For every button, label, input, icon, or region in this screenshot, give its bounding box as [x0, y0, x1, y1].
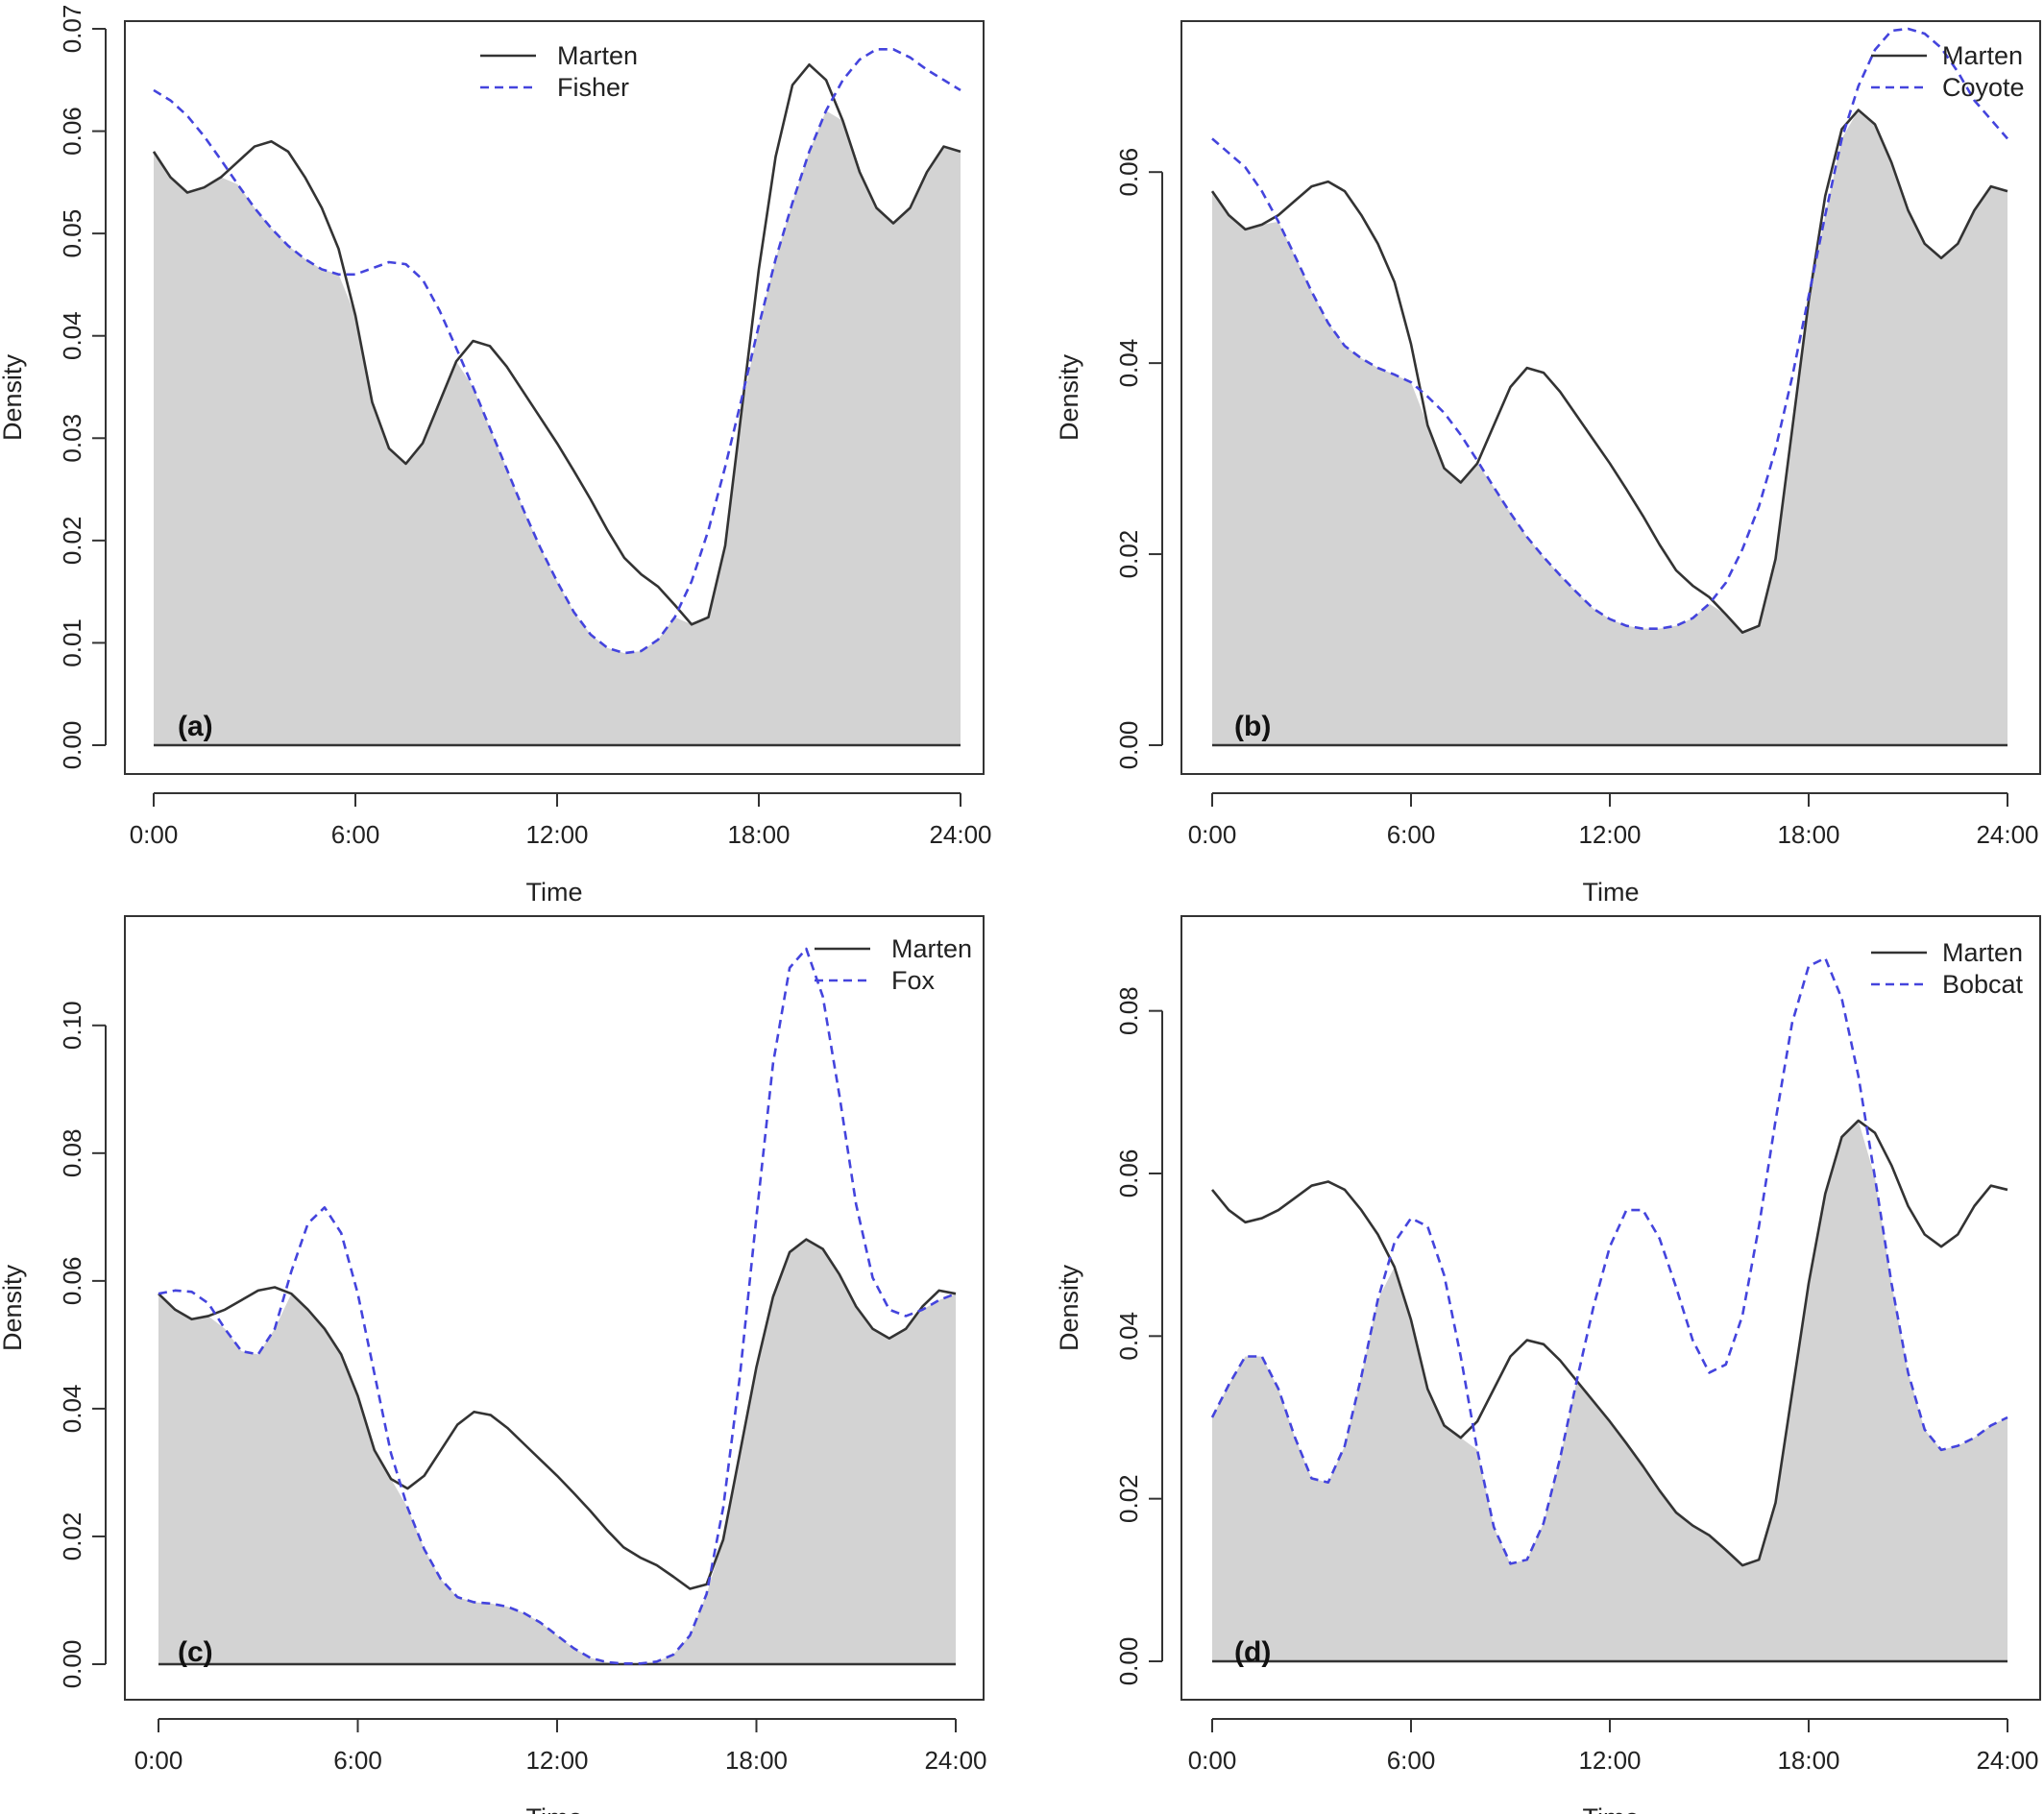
y-tick-label: 0.08	[1114, 986, 1143, 1035]
overlap-area	[1212, 109, 2008, 746]
y-tick-label: 0.02	[1114, 1474, 1143, 1523]
x-tick-label: 24:00	[1976, 1746, 2038, 1775]
series-line-fox	[158, 947, 957, 1665]
y-tick-label: 0.03	[58, 414, 86, 463]
chart-panel-1: 0:00 6:00 12:00 18:00 24:00 Time 0.00 0.02 0.04 0…	[1055, 20, 2041, 907]
series-line-marten	[1210, 109, 2008, 634]
panel-label: (c)	[178, 1636, 213, 1668]
x-tick-label: 0:00	[1188, 820, 1237, 849]
x-tick-label: 24:00	[924, 1746, 986, 1775]
legend-label-bobcat: Bobcat	[1942, 970, 2024, 999]
series-line-marten	[158, 1238, 957, 1590]
series-line-bobcat	[1210, 956, 2008, 1565]
y-tick-label: 0.07	[58, 5, 86, 54]
series-line-marten	[1210, 1119, 2008, 1567]
legend-label-marten: Marten	[557, 41, 638, 70]
plot-frame	[1180, 915, 2041, 1701]
legend-label-marten: Marten	[1942, 41, 2023, 70]
panel-label: (a)	[178, 711, 213, 742]
x-tick-label: 12:00	[525, 820, 588, 849]
x-tick-label: 0:00	[134, 1746, 183, 1775]
x-tick-label: 12:00	[1578, 820, 1641, 849]
x-axis-title: Time	[526, 878, 583, 907]
plot-frame	[124, 915, 985, 1701]
y-axis-title: Density	[0, 353, 27, 441]
x-tick-label: 12:00	[1578, 1746, 1641, 1775]
x-tick-label: 24:00	[1976, 820, 2038, 849]
x-tick-label: 0:00	[130, 820, 179, 849]
y-tick-label: 0.06	[58, 1257, 86, 1306]
x-axis-title: Time	[1583, 1803, 1640, 1814]
x-tick-label: 18:00	[1777, 820, 1839, 849]
y-tick-label: 0.02	[58, 517, 86, 566]
x-tick-label: 18:00	[725, 1746, 788, 1775]
legend-label-coyote: Coyote	[1942, 73, 2025, 102]
y-tick-label: 0.08	[58, 1129, 86, 1178]
x-tick-label: 0:00	[1188, 1746, 1237, 1775]
x-tick-label: 6:00	[333, 1746, 382, 1775]
chart-panel-0: 0:00 6:00 12:00 18:00 24:00 Time 0.00 0.01 0.02 0…	[0, 5, 992, 907]
series-line-coyote	[1211, 27, 2008, 630]
y-axis-title: Density	[1055, 1264, 1083, 1351]
legend-label-marten: Marten	[891, 934, 972, 963]
x-tick-label: 24:00	[929, 820, 991, 849]
x-tick-label: 6:00	[1387, 1746, 1436, 1775]
legend-label-marten: Marten	[1942, 938, 2023, 967]
panel-label: (b)	[1234, 711, 1271, 742]
y-tick-label: 0.00	[58, 1640, 86, 1689]
chart-panel-3: 0:00 6:00 12:00 18:00 24:00 Time 0.00 0.02 0.04 0…	[1055, 915, 2041, 1814]
y-tick-label: 0.02	[1114, 530, 1143, 579]
y-tick-label: 0.02	[58, 1512, 86, 1561]
overlap-area	[158, 1239, 956, 1664]
plot-frame	[124, 20, 985, 775]
x-tick-label: 18:00	[1777, 1746, 1839, 1775]
y-tick-label: 0.04	[58, 311, 86, 360]
overlap-area	[154, 110, 961, 745]
y-tick-label: 0.10	[58, 1001, 86, 1050]
plot-frame	[1180, 20, 2041, 775]
series-line-fisher	[153, 48, 961, 655]
x-axis-title: Time	[1583, 878, 1640, 907]
y-tick-label: 0.01	[58, 618, 86, 667]
series-line-marten	[152, 63, 961, 626]
legend-label-fisher: Fisher	[557, 73, 629, 102]
panel-label: (d)	[1234, 1636, 1271, 1668]
y-tick-label: 0.05	[58, 209, 86, 258]
overlap-area	[1212, 1120, 2008, 1661]
y-tick-label: 0.06	[58, 107, 86, 156]
x-tick-label: 12:00	[525, 1746, 588, 1775]
y-tick-label: 0.00	[1114, 1637, 1143, 1686]
y-tick-label: 0.04	[1114, 339, 1143, 388]
chart-panel-2: 0:00 6:00 12:00 18:00 24:00 Time 0.00 0.02 0.04 0…	[0, 915, 987, 1814]
x-tick-label: 6:00	[1387, 820, 1436, 849]
x-tick-label: 6:00	[331, 820, 380, 849]
legend-label-fox: Fox	[891, 966, 936, 995]
y-axis-title: Density	[1055, 353, 1083, 441]
y-axis-title: Density	[0, 1264, 27, 1351]
x-tick-label: 18:00	[727, 820, 790, 849]
x-axis-title: Time	[526, 1803, 583, 1814]
y-tick-label: 0.06	[1114, 1149, 1143, 1198]
y-tick-label: 0.00	[58, 721, 86, 770]
y-tick-label: 0.06	[1114, 148, 1143, 197]
y-tick-label: 0.00	[1114, 721, 1143, 770]
y-tick-label: 0.04	[1114, 1312, 1143, 1361]
y-tick-label: 0.04	[58, 1385, 86, 1434]
